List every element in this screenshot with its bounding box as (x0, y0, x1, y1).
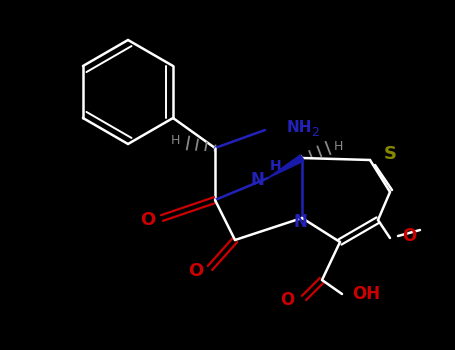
Text: OH: OH (352, 285, 380, 303)
Text: S: S (384, 145, 397, 163)
Text: H: H (270, 159, 282, 173)
Text: N: N (250, 171, 264, 189)
Text: O: O (188, 262, 204, 280)
Polygon shape (268, 155, 304, 178)
Text: O: O (280, 291, 294, 309)
Text: NH: NH (287, 119, 313, 134)
Text: H: H (171, 134, 180, 147)
Text: N: N (293, 213, 307, 231)
Text: O: O (141, 211, 156, 229)
Text: H: H (334, 140, 344, 153)
Text: O: O (402, 227, 416, 245)
Text: 2: 2 (311, 126, 319, 140)
